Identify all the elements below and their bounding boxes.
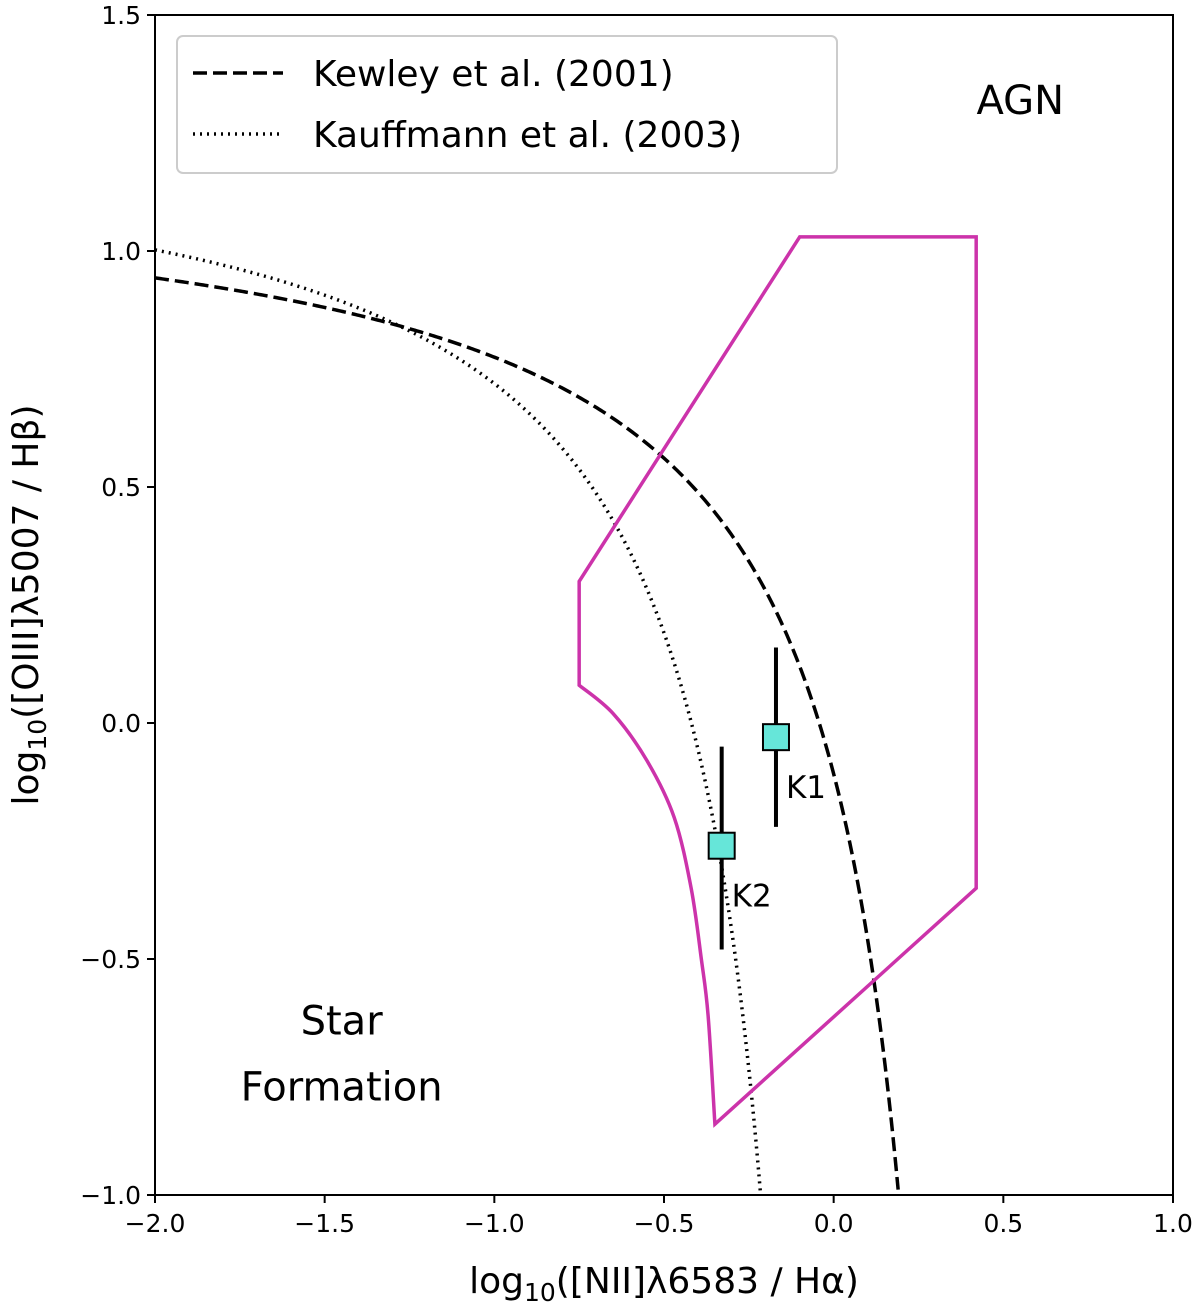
x-tick-label: 0.5 <box>983 1209 1023 1238</box>
data-point-k1 <box>761 723 790 752</box>
annotation-star: Star <box>301 999 384 1045</box>
y-tick-label: 1.5 <box>101 1 141 30</box>
x-tick-label: 1.0 <box>1153 1209 1193 1238</box>
x-tick-label: −1.0 <box>464 1209 525 1238</box>
x-tick-label: 0.0 <box>814 1209 854 1238</box>
y-tick-label: 0.5 <box>101 473 141 502</box>
agn-selection-region <box>577 235 978 1128</box>
y-axis-title: log10([OIII]λ5007 / Hβ) <box>6 404 52 805</box>
data-point-k2 <box>707 831 736 860</box>
annotation-agn: AGN <box>977 78 1065 124</box>
kewley-curve <box>155 276 900 1190</box>
y-tick-label: 1.0 <box>101 237 141 266</box>
plot-background <box>155 15 1173 1195</box>
y-tick-label: −0.5 <box>80 945 141 974</box>
y-tick-label: −1.0 <box>80 1181 141 1210</box>
y-tick-label: 0.0 <box>101 709 141 738</box>
annotation-formation: Formation <box>241 1065 443 1111</box>
point-label-k1: K1 <box>786 770 826 806</box>
point-label-k2: K2 <box>732 879 772 915</box>
x-tick-label: −2.0 <box>125 1209 186 1238</box>
x-axis-title: log10([NII]λ6583 / Hα) <box>469 1261 859 1305</box>
x-tick-label: −0.5 <box>634 1209 695 1238</box>
legend-label-kauffmann: Kauffmann et al. (2003) <box>313 115 742 156</box>
legend-box <box>176 35 838 174</box>
x-tick-label: −1.5 <box>294 1209 355 1238</box>
legend-label-kewley: Kewley et al. (2001) <box>313 54 674 95</box>
legend: Kewley et al. (2001) Kauffmann et al. (2… <box>176 35 838 174</box>
